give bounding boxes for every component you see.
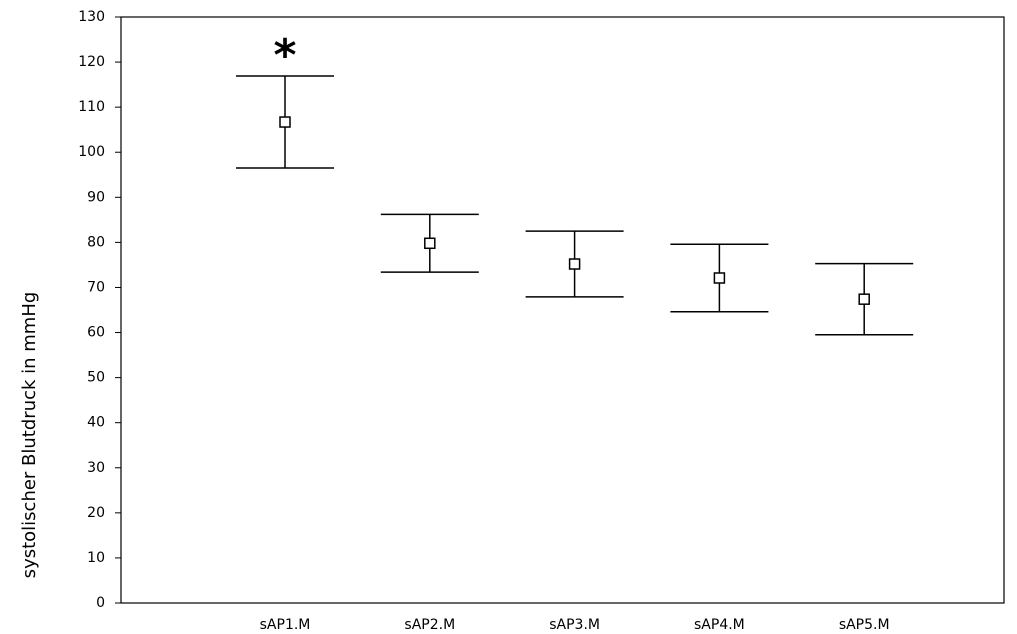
plot-frame bbox=[120, 16, 1005, 604]
annotation: * bbox=[273, 30, 296, 81]
y-tick-label: 0 bbox=[96, 595, 105, 611]
mean-marker bbox=[279, 116, 291, 128]
mean-marker bbox=[713, 272, 726, 284]
x-tick-label: sAP3.M bbox=[549, 617, 600, 633]
y-tick-label: 80 bbox=[87, 234, 105, 250]
y-axis-label: systolischer Blutdruck in mmHg bbox=[19, 292, 40, 579]
x-tick-label: sAP2.M bbox=[404, 617, 455, 633]
y-tick-label: 10 bbox=[87, 550, 105, 566]
y-tick-label: 60 bbox=[87, 325, 105, 341]
y-tick-label: 70 bbox=[87, 279, 105, 295]
y-tick-label: 20 bbox=[87, 505, 105, 521]
y-tick-label: 130 bbox=[78, 9, 105, 25]
x-tick-label: sAP1.M bbox=[260, 617, 311, 633]
x-tick-label: sAP5.M bbox=[839, 617, 890, 633]
y-tick-label: 40 bbox=[87, 415, 105, 431]
y-tick-label: 90 bbox=[87, 189, 105, 205]
x-tick-label: sAP4.M bbox=[694, 617, 745, 633]
y-tick-label: 110 bbox=[78, 99, 105, 115]
y-tick-label: 100 bbox=[78, 144, 105, 160]
mean-marker bbox=[424, 237, 436, 250]
y-tick-label: 120 bbox=[78, 54, 105, 70]
y-tick-label: 30 bbox=[87, 460, 105, 476]
mean-marker bbox=[568, 258, 581, 270]
mean-marker bbox=[858, 293, 870, 305]
y-tick-label: 50 bbox=[87, 370, 105, 386]
